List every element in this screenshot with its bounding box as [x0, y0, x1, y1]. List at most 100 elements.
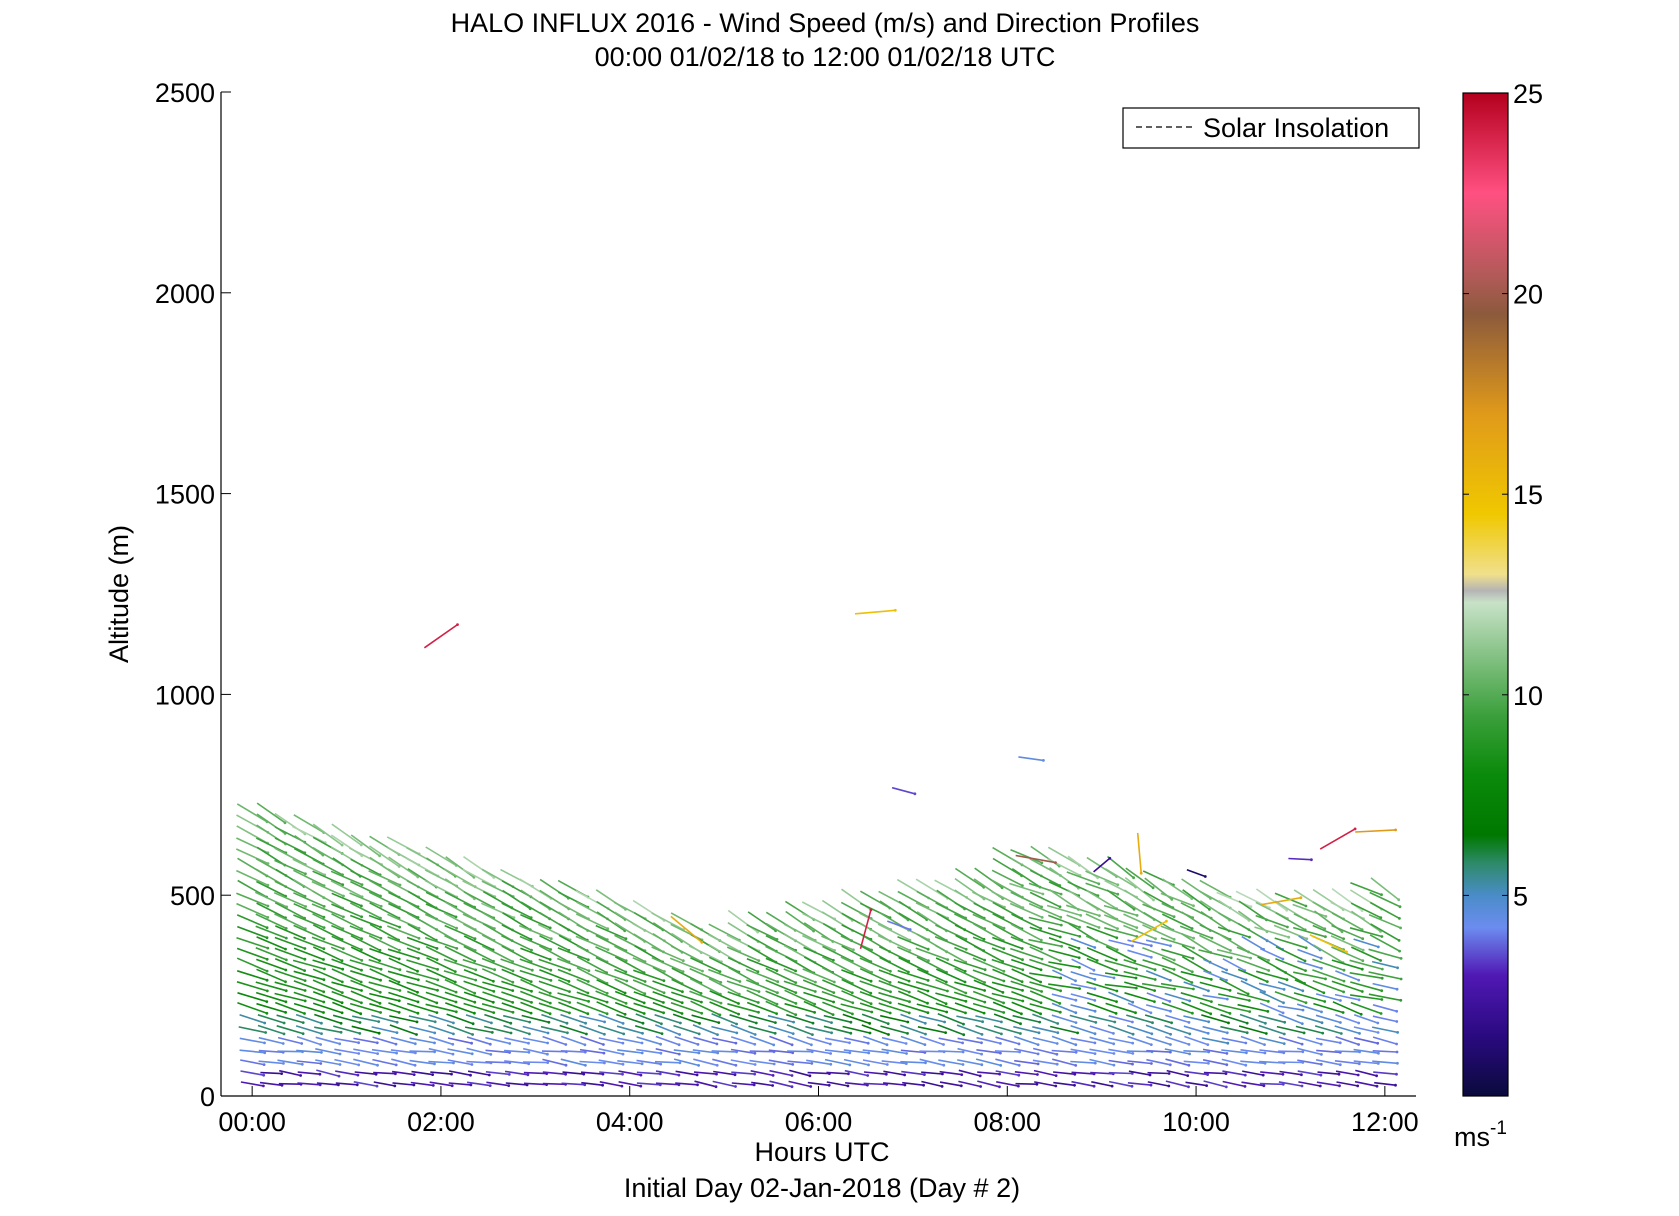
wind-vector — [1085, 913, 1118, 930]
wind-vector-head — [1150, 1032, 1154, 1036]
wind-vector-head — [564, 1072, 567, 1076]
wind-vector — [236, 981, 268, 992]
wind-vector-head — [906, 1020, 910, 1024]
wind-vector — [311, 903, 344, 918]
wind-vector — [935, 924, 967, 940]
wind-vector-head — [303, 937, 306, 940]
wind-vector-head — [869, 1002, 873, 1006]
wind-vector-head — [528, 1020, 532, 1024]
wind-vector — [1331, 946, 1364, 962]
wind-vector-head — [1076, 1031, 1079, 1035]
isolated-wind-vector — [1186, 869, 1206, 878]
wind-vector-head — [284, 947, 287, 951]
wind-vector-head — [908, 949, 912, 952]
wind-vector-head — [752, 1083, 756, 1087]
wind-vector — [634, 945, 663, 963]
isolated-wind-vector — [1131, 920, 1167, 943]
wind-vector-head — [1093, 1032, 1097, 1036]
wind-vector — [503, 1014, 530, 1023]
wind-vector — [1108, 1080, 1133, 1088]
wind-vector-head — [1002, 979, 1006, 983]
wind-vector — [995, 1058, 1020, 1067]
wind-vector — [519, 878, 552, 900]
wind-vector-head — [697, 1064, 700, 1067]
wind-vector — [765, 957, 796, 972]
wind-vector — [274, 913, 306, 930]
wind-vector-head — [1131, 944, 1134, 948]
wind-vector — [1237, 968, 1268, 983]
wind-vector — [331, 968, 362, 983]
wind-vector — [842, 1025, 871, 1034]
wind-vector-head — [265, 969, 269, 973]
wind-vector-head — [416, 978, 420, 982]
wind-vector-head — [940, 1085, 944, 1088]
wind-vector-head — [265, 936, 269, 940]
wind-vector-head — [455, 926, 458, 930]
wind-vector — [316, 1082, 339, 1086]
wind-vector-head — [1338, 1084, 1341, 1088]
x-tick-label: 02:00 — [407, 1107, 475, 1137]
wind-vector — [1238, 900, 1267, 921]
wind-vector-head — [1206, 1073, 1209, 1076]
wind-vector — [1147, 1071, 1170, 1075]
wind-vector — [314, 1013, 342, 1025]
wind-vector — [1222, 1080, 1246, 1088]
wind-vector — [1259, 990, 1284, 1004]
wind-vector-head — [1324, 935, 1327, 939]
wind-vector-head — [662, 1011, 665, 1015]
wind-vector — [1295, 1025, 1323, 1034]
wind-vector-head — [791, 1032, 795, 1035]
wind-vector — [424, 936, 458, 950]
wind-vector — [255, 925, 287, 939]
wind-vector-head — [489, 1053, 493, 1056]
wind-vector-head — [1131, 1032, 1135, 1036]
wind-vector — [746, 1001, 777, 1015]
wind-vector — [481, 968, 514, 983]
wind-vector-head — [790, 1074, 794, 1077]
wind-vector — [463, 980, 495, 993]
wind-vector — [429, 1081, 453, 1087]
wind-vector-head — [715, 1042, 719, 1046]
wind-vector-head — [1153, 978, 1157, 981]
wind-vector-head — [660, 1022, 663, 1026]
wind-vector-head — [266, 904, 270, 908]
wind-vector-head — [454, 915, 458, 919]
wind-vector — [462, 868, 496, 888]
wind-vector — [580, 1071, 603, 1075]
wind-vector-head — [870, 1010, 874, 1014]
wind-vector — [748, 1025, 776, 1035]
wind-vector-head — [451, 1052, 455, 1056]
wind-vector — [1353, 1048, 1379, 1054]
wind-vector — [727, 956, 759, 973]
wind-vector — [1315, 993, 1341, 1002]
wind-vector — [1127, 1060, 1152, 1065]
wind-vector — [522, 1037, 548, 1044]
wind-vector-head — [1169, 1043, 1172, 1046]
wind-vector-head — [700, 1011, 704, 1015]
wind-vector-head — [374, 1072, 378, 1076]
wind-vector — [1010, 980, 1042, 993]
wind-vector — [411, 1070, 433, 1076]
wind-vector — [1298, 1081, 1321, 1087]
wind-vector — [297, 1071, 320, 1075]
wind-vector — [1221, 970, 1247, 981]
wind-vector — [632, 957, 665, 973]
chart-subtitle: 00:00 01/02/18 to 12:00 01/02/18 UTC — [595, 42, 1056, 72]
wind-vector — [579, 1048, 605, 1054]
wind-vector-head — [737, 1002, 740, 1005]
wind-vector-head — [416, 1011, 420, 1015]
wind-vector-head — [904, 1062, 908, 1065]
wind-vector-head — [322, 947, 326, 951]
wind-vector — [652, 990, 683, 1004]
wind-vector — [1142, 903, 1175, 918]
wind-vector-head — [1188, 999, 1192, 1003]
wind-vector-head — [303, 927, 307, 931]
wind-vector-head — [852, 948, 855, 952]
wind-vector-head — [417, 926, 421, 930]
wind-vector — [1161, 1002, 1193, 1014]
wind-vector-head — [338, 1063, 342, 1066]
colorbar-tick-label: 15 — [1513, 480, 1543, 510]
wind-vector-head — [620, 1084, 624, 1088]
wind-vector-head — [889, 969, 892, 973]
wind-vector-head — [360, 883, 364, 886]
